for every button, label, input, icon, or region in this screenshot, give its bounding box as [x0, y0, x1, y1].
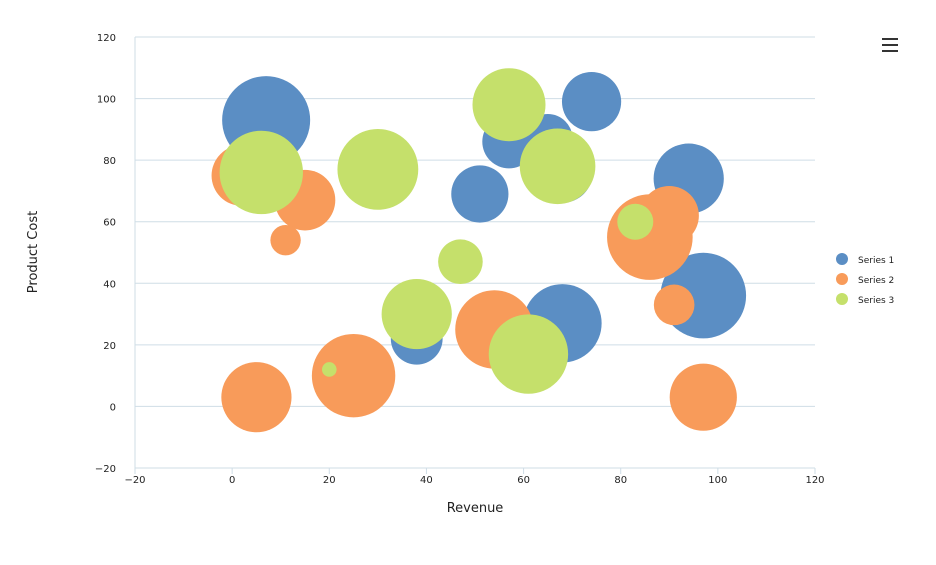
y-tick-label: 100 [97, 95, 116, 106]
x-tick-label: 40 [420, 475, 433, 486]
bubble-series-1[interactable] [451, 165, 509, 223]
bubble-series-3[interactable] [488, 314, 569, 394]
bubble-series-2[interactable] [669, 363, 737, 431]
bubble-series-1[interactable] [561, 72, 622, 132]
legend-label-series-1[interactable]: Series 1 [858, 256, 894, 266]
y-axis-title: Product Cost [26, 211, 41, 293]
x-tick-label: −20 [124, 475, 145, 486]
legend-marker-series-3[interactable] [836, 293, 848, 305]
bubbles [211, 68, 747, 433]
bubble-series-3[interactable] [438, 239, 483, 285]
y-tick-label: −20 [95, 464, 116, 475]
bubble-series-3[interactable] [519, 128, 596, 205]
bubble-series-3[interactable] [219, 130, 303, 215]
legend: Series 1 Series 2 Series 3 [836, 253, 894, 306]
bubble-series-3[interactable] [617, 203, 654, 240]
bubble-series-3[interactable] [321, 362, 337, 377]
x-tick-label: 100 [708, 475, 727, 486]
x-tick-label: 80 [614, 475, 627, 486]
bubble-series-2[interactable] [311, 333, 396, 418]
y-tick-label: 60 [103, 218, 116, 229]
legend-marker-series-2[interactable] [836, 273, 848, 285]
x-axis-title: Revenue [447, 501, 504, 516]
legend-label-series-2[interactable]: Series 2 [858, 276, 894, 286]
y-tick-label: 80 [103, 156, 116, 167]
axes: −20 0 20 40 60 80 100 120 −20 0 20 40 60 80 100 120 [95, 33, 825, 486]
legend-label-series-3[interactable]: Series 3 [858, 296, 894, 306]
bubble-series-2[interactable] [653, 284, 695, 326]
hamburger-menu-icon[interactable] [880, 38, 902, 56]
y-tick-label: 0 [110, 402, 116, 413]
bubble-series-3[interactable] [472, 68, 546, 142]
x-tick-label: 60 [517, 475, 530, 486]
bubble-series-2[interactable] [270, 224, 301, 256]
bubble-series-3[interactable] [381, 278, 452, 350]
y-tick-label: 120 [97, 33, 116, 44]
legend-marker-series-1[interactable] [836, 253, 848, 265]
x-tick-label: 120 [805, 475, 824, 486]
x-tick-label: 20 [323, 475, 336, 486]
x-tick-label: 0 [229, 475, 235, 486]
bubble-series-2[interactable] [639, 185, 699, 246]
bubble-series-2[interactable] [221, 362, 292, 433]
y-tick-label: 20 [103, 341, 116, 352]
y-tick-label: 40 [103, 279, 116, 290]
bubble-series-3[interactable] [337, 128, 419, 210]
